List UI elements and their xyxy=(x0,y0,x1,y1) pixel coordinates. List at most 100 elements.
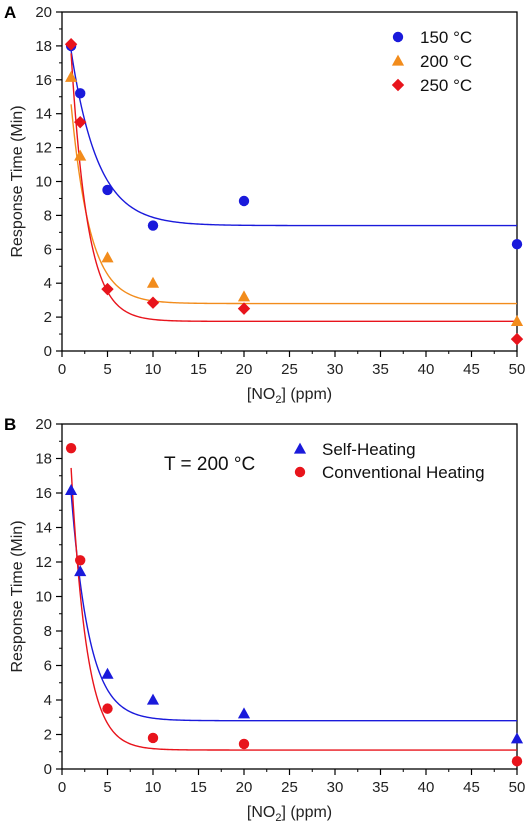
x-tick-label: 50 xyxy=(509,361,526,378)
x-axis-title-subscript: 2 xyxy=(275,812,281,824)
y-tick-label: 4 xyxy=(44,692,52,709)
x-tick-label: 15 xyxy=(190,779,207,796)
x-tick-label: 20 xyxy=(236,361,253,378)
x-tick-label: 30 xyxy=(327,779,344,796)
data-point-s1-1 xyxy=(65,484,78,496)
legend-label-2: 200 °C xyxy=(420,52,472,71)
y-tick-label: 16 xyxy=(35,485,52,502)
data-point-s1-3 xyxy=(102,184,113,196)
data-point-s3-5 xyxy=(237,302,251,315)
y-tick-label: 6 xyxy=(44,241,52,258)
y-tick-label: 18 xyxy=(35,451,52,468)
x-tick-label: 25 xyxy=(281,361,298,378)
x-tick-label: 10 xyxy=(145,779,162,796)
data-point-s1-4 xyxy=(146,693,160,705)
panel-label: B xyxy=(4,415,16,434)
x-axis-title: [NO2] (ppm) xyxy=(247,386,332,406)
x-axis-title-tail: ] (ppm) xyxy=(281,804,332,821)
y-tick-label: 10 xyxy=(35,174,52,191)
x-tick-label: 0 xyxy=(58,779,66,796)
data-point-s1-5 xyxy=(237,707,251,719)
data-point-s1-6 xyxy=(510,732,524,744)
chart-panel-b: B 0 5 10 15 20 25 30 35 40 45 50 0 2 4 6 8 10 12 14 16 18 20 [N… xyxy=(4,415,525,824)
data-point-s2-2 xyxy=(74,149,87,161)
fit-curve-1 xyxy=(70,492,517,722)
legend-marker-2 xyxy=(391,54,405,66)
x-tick-label: 45 xyxy=(463,779,480,796)
fit-curve-1 xyxy=(70,50,517,227)
legend-marker-1 xyxy=(392,31,404,43)
legend-marker-3 xyxy=(391,78,405,92)
y-axis-title: Response Time (Min) xyxy=(9,105,26,257)
data-point-s1-6 xyxy=(511,239,523,250)
y-tick-label: 12 xyxy=(35,140,52,157)
data-point-s2-6 xyxy=(511,756,523,767)
fit-curve-2 xyxy=(70,467,517,751)
y-tick-label: 8 xyxy=(44,623,52,640)
data-point-s2-6 xyxy=(510,314,524,326)
data-point-s1-5 xyxy=(238,195,250,207)
x-axis-title-tail: ] (ppm) xyxy=(281,386,332,403)
legend-marker-2 xyxy=(294,466,306,478)
chart-panel-a: A 0 5 10 15 20 25 30 35 40 45 50 0 2 4 6 8 10 12 14 16 18 20 [N… xyxy=(4,3,525,406)
x-tick-label: 5 xyxy=(103,361,111,378)
y-tick-label: 0 xyxy=(44,761,52,778)
x-tick-label: 30 xyxy=(327,361,344,378)
legend-label-3: 250 °C xyxy=(420,76,472,95)
y-tick-label: 12 xyxy=(35,554,52,571)
x-tick-label: 5 xyxy=(103,779,111,796)
y-axis-title: Response Time (Min) xyxy=(9,520,26,672)
data-point-s2-4 xyxy=(147,732,159,744)
fit-curve-2 xyxy=(70,104,517,305)
x-tick-label: 20 xyxy=(236,779,253,796)
x-tick-label: 15 xyxy=(190,361,207,378)
data-point-s3-2 xyxy=(74,115,87,129)
x-tick-label: 40 xyxy=(418,361,435,378)
y-tick-label: 0 xyxy=(44,343,52,360)
y-tick-label: 14 xyxy=(35,106,52,123)
y-tick-label: 4 xyxy=(44,275,52,292)
y-tick-label: 10 xyxy=(35,589,52,606)
x-axis-title-subscript: 2 xyxy=(275,394,281,406)
legend-label-1: 150 °C xyxy=(420,28,472,47)
x-axis-title-main: [NO xyxy=(247,386,275,403)
y-tick-label: 20 xyxy=(35,416,52,433)
data-point-s2-5 xyxy=(238,738,250,750)
data-point-s2-5 xyxy=(237,290,251,302)
data-point-s1-3 xyxy=(101,667,114,679)
y-tick-label: 20 xyxy=(35,4,52,21)
legend-label-1: Self-Heating xyxy=(322,440,416,459)
y-tick-label: 18 xyxy=(35,38,52,55)
data-point-s3-3 xyxy=(101,282,114,296)
x-tick-label: 25 xyxy=(281,779,298,796)
x-tick-label: 0 xyxy=(58,361,66,378)
data-point-s2-1 xyxy=(65,442,77,454)
data-point-s2-1 xyxy=(65,70,78,82)
data-point-s2-2 xyxy=(75,555,86,566)
data-point-s1-2 xyxy=(75,88,86,99)
data-point-s2-3 xyxy=(101,251,114,263)
panel-label: A xyxy=(4,3,16,22)
x-tick-label: 35 xyxy=(372,361,389,378)
x-tick-label: 50 xyxy=(509,779,526,796)
y-tick-label: 16 xyxy=(35,72,52,89)
data-point-s3-6 xyxy=(510,332,524,346)
y-tick-label: 2 xyxy=(44,727,52,744)
legend-label-2: Conventional Heating xyxy=(322,463,485,482)
x-tick-label: 35 xyxy=(372,779,389,796)
data-point-s2-4 xyxy=(146,276,160,288)
fit-curve-3 xyxy=(70,53,517,323)
data-point-s2-3 xyxy=(102,703,113,714)
data-point-s1-4 xyxy=(147,220,159,231)
x-tick-label: 40 xyxy=(418,779,435,796)
data-point-s3-1 xyxy=(64,38,78,51)
x-axis-title-main: [NO xyxy=(247,804,275,821)
data-point-s3-4 xyxy=(146,296,160,309)
y-tick-label: 14 xyxy=(35,520,52,537)
data-point-s1-2 xyxy=(74,565,87,577)
legend-marker-1 xyxy=(293,442,307,454)
y-tick-label: 6 xyxy=(44,658,52,675)
x-axis-title: [NO2] (ppm) xyxy=(247,804,332,824)
y-tick-label: 8 xyxy=(44,207,52,224)
